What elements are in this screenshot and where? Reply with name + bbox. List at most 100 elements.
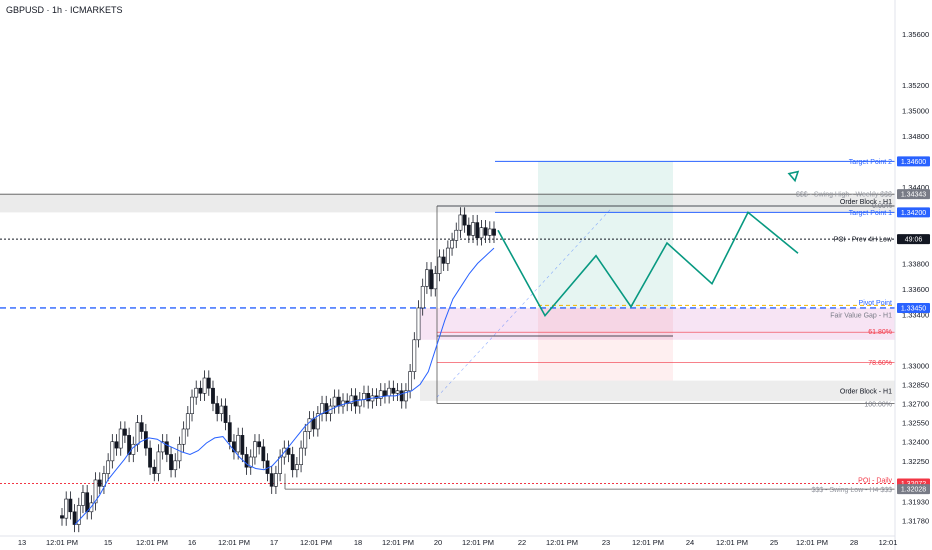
candle-body — [450, 240, 454, 249]
long-stop-zone — [538, 307, 673, 381]
candle-body — [383, 390, 387, 397]
fib-786-label: 78.60% — [868, 360, 892, 367]
tag-swing-high-bg — [897, 189, 930, 200]
candle-body — [248, 456, 253, 468]
candle-body — [211, 387, 215, 404]
levels-layer — [0, 160, 895, 490]
candle-body — [139, 422, 144, 432]
projection-path — [497, 211, 799, 318]
candle-body — [487, 228, 492, 236]
price-tick: 1.34400 — [902, 183, 929, 192]
candle-body — [336, 396, 341, 407]
tag-swing-low-bg — [897, 484, 930, 495]
price-tick: 1.31930 — [902, 498, 929, 507]
candle-body — [441, 256, 446, 264]
pivot-label: Pivot Point — [859, 300, 893, 307]
time-tick: 12:01 PM — [136, 538, 168, 547]
target2-label: Target Point 2 — [849, 159, 892, 166]
swing-high-label: $$$ - Swing High - Weekly $$$ — [796, 192, 892, 199]
candle-body — [479, 227, 484, 239]
candle-body — [420, 285, 425, 309]
candle-body — [152, 466, 157, 474]
candle-body — [97, 479, 102, 487]
time-tick: 12:01 PM — [462, 538, 494, 547]
candle-body — [399, 390, 404, 402]
tag-pivot-bg — [897, 302, 930, 313]
time-tick: 12:01 PM — [382, 538, 414, 547]
candle-body — [299, 447, 303, 465]
candle-body — [391, 387, 396, 394]
price-tick: 1.33400 — [902, 310, 929, 319]
candle-body — [483, 227, 488, 236]
time-tick: 28 — [850, 538, 858, 547]
price-tick: 1.35200 — [902, 81, 929, 90]
projection-layer — [497, 170, 800, 318]
candle-body — [198, 387, 203, 394]
time-tick: 25 — [770, 538, 778, 547]
time-tick: 23 — [602, 538, 610, 547]
candle-body — [72, 511, 77, 525]
labels-layer: Target Point 2 $$$ - Swing High - Weekly … — [796, 159, 893, 494]
candle-body — [232, 441, 236, 453]
ema-line — [74, 247, 495, 525]
fib-618-label: 61.80% — [868, 329, 892, 336]
time-tick: 13 — [18, 538, 26, 547]
time-tick: 12:01 PM — [632, 538, 664, 547]
price-tick: 1.33800 — [902, 259, 929, 268]
price-tick: 1.32550 — [902, 419, 929, 428]
tag-target1: 1.34200 — [901, 210, 926, 217]
time-tick: 24 — [686, 538, 694, 547]
candle-body — [106, 460, 111, 474]
time-tick: 12:01 PM — [546, 538, 578, 547]
candle-body — [135, 422, 140, 445]
candle-body — [416, 307, 421, 341]
price-tick: 1.35000 — [902, 106, 929, 115]
candle-body — [244, 454, 249, 468]
candle-body — [194, 387, 199, 398]
candle-body — [68, 498, 73, 513]
candle-body — [445, 247, 450, 264]
candle-body — [458, 214, 463, 231]
candle-body — [395, 390, 400, 394]
candle-body — [404, 390, 408, 402]
swing-low-label: $$$ - Swing Low - H4 $$$ — [811, 487, 892, 494]
price-tick: 1.33600 — [902, 285, 929, 294]
target1-label: Target Point 1 — [849, 210, 892, 217]
candle-body — [429, 269, 433, 290]
price-tick: 1.35600 — [902, 30, 929, 39]
time-tick: 22 — [518, 538, 526, 547]
candle-body — [362, 393, 366, 400]
candle-body — [160, 441, 165, 453]
poi-4h-label: POI - Prev 4H Low — [834, 237, 893, 244]
candle-body — [177, 443, 182, 462]
tag-swing-high: 1.34343 — [901, 192, 926, 199]
poi-daily-label: POI - Daily — [858, 478, 892, 485]
candle-body — [156, 451, 161, 474]
time-tick: 12:01 PM — [716, 538, 748, 547]
candle-body — [169, 454, 173, 471]
price-tick: 1.32400 — [902, 438, 929, 447]
candle-body — [110, 441, 115, 462]
ob-top-label: Order Block - H1 — [840, 199, 892, 206]
candle-body — [387, 387, 392, 397]
fvg-label: Fair Value Gap - H1 — [830, 312, 892, 319]
candle-body — [206, 377, 211, 389]
candle-body — [311, 418, 316, 430]
candle-body — [286, 447, 291, 455]
zones-layer — [0, 161, 895, 401]
candle-body — [324, 403, 329, 414]
time-tick: 17 — [270, 538, 278, 547]
candle-body — [466, 224, 471, 236]
candle-body — [190, 396, 194, 414]
fib-100-label: 100.00% — [864, 402, 892, 409]
candle-body — [424, 269, 429, 287]
candle-body — [462, 214, 467, 226]
time-tick: 12:01 PM — [796, 538, 828, 547]
candle-body — [257, 441, 262, 448]
tag-current-bg — [897, 234, 930, 245]
projection-arrowhead — [787, 170, 800, 183]
candle-body — [315, 413, 320, 430]
candle-body — [85, 492, 90, 513]
price-tick: 1.33000 — [902, 361, 929, 370]
